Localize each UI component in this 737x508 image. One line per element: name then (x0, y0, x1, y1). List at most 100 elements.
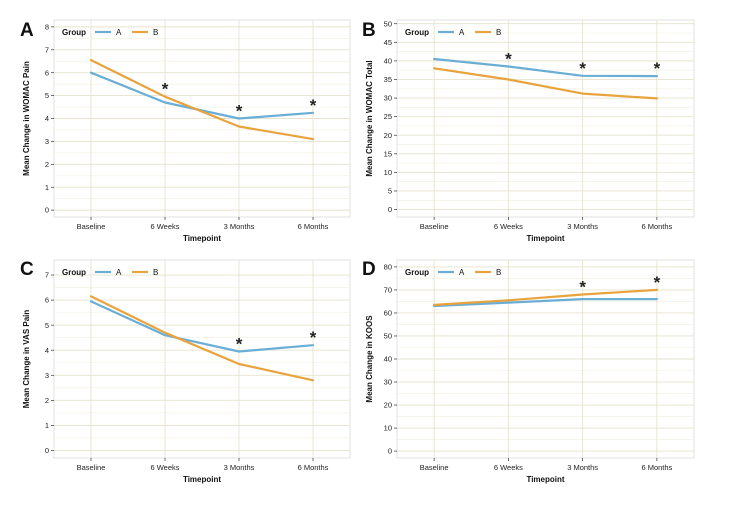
legend-label-b: B (153, 268, 158, 277)
x-tick-label: 6 Weeks (494, 463, 523, 472)
y-tick-label: 0 (388, 205, 392, 214)
x-tick-label: 3 Months (224, 463, 255, 472)
series-line-a (433, 298, 659, 308)
y-tick-label: 3 (45, 371, 49, 380)
legend-label-a: A (116, 268, 122, 277)
y-axis-title: Mean Change in VAS Pain (22, 310, 31, 409)
x-tick-label: 3 Months (224, 222, 255, 231)
y-tick-label: 5 (45, 91, 49, 100)
y-tick-label: 5 (388, 187, 392, 196)
panel-letter: D (362, 259, 376, 280)
significance-marker: * (505, 49, 512, 68)
x-tick-label: 6 Months (641, 463, 672, 472)
significance-marker: * (236, 102, 243, 121)
y-tick-label: 6 (45, 68, 49, 77)
legend-label-b: B (153, 28, 158, 37)
y-tick-label: 35 (384, 75, 392, 84)
x-tick-label: 3 Months (567, 222, 598, 231)
y-axis-title: Mean Change in WOMAC Total (365, 60, 374, 176)
y-tick-label: 50 (384, 19, 392, 28)
significance-marker: * (310, 96, 317, 115)
series-line-a (89, 300, 315, 353)
series-line-b (433, 67, 659, 100)
y-tick-label: 4 (45, 114, 49, 123)
x-tick-label: 3 Months (567, 463, 598, 472)
significance-marker: * (162, 80, 169, 99)
plot-area (396, 19, 695, 218)
legend-label-a: A (459, 268, 465, 277)
series-line-b (433, 288, 659, 306)
x-tick-label: 6 Weeks (494, 222, 523, 231)
significance-marker: * (579, 59, 586, 78)
legend-title: Group (405, 268, 429, 277)
legend-title: Group (405, 28, 429, 37)
series-line-b (89, 58, 315, 141)
panel-a: A 0 1 2 3 4 5 6 7 8 Baseline 6 Weeks 3 Months 6 Month… (20, 19, 351, 243)
y-tick-label: 1 (45, 183, 49, 192)
y-tick-label: 4 (45, 346, 49, 355)
panel-letter: B (362, 20, 376, 41)
y-tick-label: 40 (384, 56, 392, 65)
panel-c: C 0 1 2 3 4 5 6 7 Baseline 6 Weeks 3 Months 6 Months… (20, 259, 351, 484)
series-line-b (89, 295, 315, 382)
x-axis-title: Timepoint (526, 234, 564, 243)
x-axis-title: Timepoint (526, 475, 564, 484)
y-tick-label: 10 (384, 168, 392, 177)
y-tick-label: 20 (384, 131, 392, 140)
x-tick-label: 6 Weeks (150, 222, 179, 231)
legend-label-b: B (496, 28, 501, 37)
y-tick-label: 60 (384, 309, 392, 318)
x-tick-label: Baseline (420, 463, 449, 472)
y-tick-label: 7 (45, 271, 49, 280)
legend-label-a: A (459, 28, 465, 37)
legend-label-a: A (116, 28, 122, 37)
x-tick-label: 6 Months (298, 222, 329, 231)
y-tick-label: 6 (45, 296, 49, 305)
y-tick-label: 20 (384, 401, 392, 410)
y-tick-label: 8 (45, 22, 49, 31)
legend-title: Group (62, 268, 86, 277)
x-tick-label: 6 Months (298, 463, 329, 472)
significance-marker: * (579, 278, 586, 297)
y-tick-label: 50 (384, 332, 392, 341)
panel-letter: C (20, 259, 34, 280)
y-tick-label: 25 (384, 112, 392, 121)
x-tick-label: Baseline (77, 463, 106, 472)
panel-letter: A (20, 20, 34, 41)
x-tick-label: Baseline (420, 222, 449, 231)
y-tick-label: 5 (45, 321, 49, 330)
x-axis-title: Timepoint (183, 234, 221, 243)
x-tick-label: 6 Months (641, 222, 672, 231)
y-tick-label: 40 (384, 355, 392, 364)
y-tick-label: 70 (384, 286, 392, 295)
y-tick-label: 0 (388, 447, 392, 456)
y-tick-label: 2 (45, 160, 49, 169)
y-tick-label: 10 (384, 424, 392, 433)
y-tick-label: 1 (45, 421, 49, 430)
panel-b: B 0 5 10 15 20 25 30 35 40 45 50 Baseline 6 Weeks 3 Mo… (362, 19, 695, 243)
y-tick-label: 7 (45, 45, 49, 54)
y-tick-label: 0 (45, 206, 49, 215)
y-tick-label: 0 (45, 446, 49, 455)
y-axis-title: Mean Change in WOMAC Pain (22, 61, 31, 176)
y-tick-label: 15 (384, 149, 392, 158)
x-axis-title: Timepoint (183, 475, 221, 484)
x-tick-label: Baseline (77, 222, 106, 231)
panel-d: D 0 10 20 30 40 50 60 70 80 Baseline 6 Weeks 3 Month… (362, 259, 695, 484)
x-tick-label: 6 Weeks (150, 463, 179, 472)
significance-marker: * (654, 273, 661, 292)
y-tick-label: 80 (384, 263, 392, 272)
y-tick-label: 30 (384, 378, 392, 387)
legend-title: Group (62, 28, 86, 37)
plot-area (53, 259, 351, 459)
y-tick-label: 2 (45, 396, 49, 405)
y-axis-title: Mean Change in KOOS (365, 315, 374, 403)
y-tick-label: 3 (45, 137, 49, 146)
significance-marker: * (654, 59, 661, 78)
legend-label-b: B (496, 268, 501, 277)
series-line-a (433, 57, 659, 78)
y-tick-label: 45 (384, 38, 392, 47)
significance-marker: * (236, 334, 243, 353)
